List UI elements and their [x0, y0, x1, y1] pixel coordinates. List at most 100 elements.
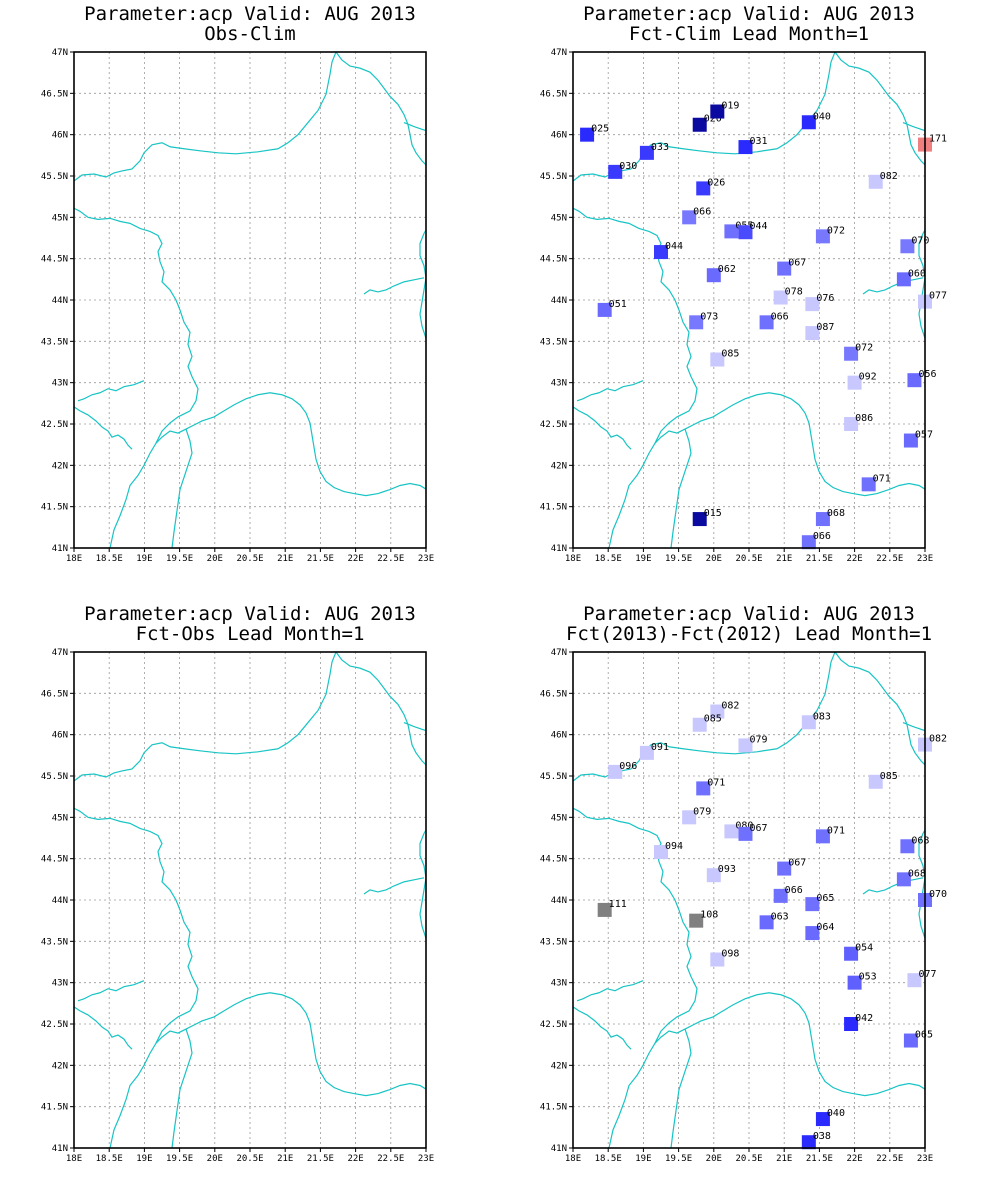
lat-tick-label: 46N — [551, 131, 567, 141]
station-marker — [896, 872, 911, 887]
lon-tick-label: 23E — [418, 1154, 434, 1164]
station-marker — [692, 117, 707, 132]
station-value-label: 063 — [771, 911, 789, 922]
station-value-label: 066 — [813, 531, 831, 542]
lat-tick-label: 46.5N — [41, 689, 68, 699]
station-marker — [844, 417, 859, 431]
lat-tick-label: 43N — [52, 979, 68, 989]
lon-tick-label: 19.5E — [166, 554, 193, 564]
lat-tick-label: 41N — [551, 544, 567, 554]
station-marker — [844, 946, 859, 961]
station-marker — [847, 975, 862, 990]
station-value-label: 072 — [855, 343, 873, 354]
station-marker — [844, 1017, 859, 1031]
panel-subtitle: Fct(2013)-Fct(2012) Lead Month=1 — [566, 623, 932, 645]
panel-subtitle: Fct-Clim Lead Month=1 — [629, 23, 869, 45]
station-marker — [682, 210, 697, 225]
station-marker — [689, 913, 704, 928]
station-value-label: 030 — [619, 161, 637, 172]
station-value-label: 072 — [827, 225, 845, 236]
station-value-label: 087 — [816, 322, 834, 333]
lon-tick-label: 18E — [66, 1154, 82, 1164]
station-marker — [805, 897, 820, 912]
station-marker — [801, 1135, 816, 1150]
lat-tick-label: 45N — [551, 813, 567, 823]
station-value-label: 083 — [813, 711, 831, 722]
station-value-label: 079 — [693, 806, 711, 817]
station-marker — [759, 315, 774, 330]
lon-tick-label: 19.5E — [166, 1154, 193, 1164]
lon-tick-label: 19E — [635, 554, 651, 564]
lat-tick-label: 44N — [551, 296, 567, 306]
station-marker — [696, 181, 711, 196]
lon-tick-label: 20E — [207, 1154, 223, 1164]
station-value-label: 077 — [929, 291, 947, 302]
station-marker — [597, 302, 612, 317]
map-grid — [573, 652, 925, 1148]
station-value-label: 053 — [859, 972, 877, 983]
lat-tick-label: 44.5N — [41, 255, 68, 265]
station-value-label: 026 — [707, 177, 725, 188]
station-value-label: 044 — [665, 241, 683, 252]
station-marker — [861, 477, 876, 492]
station-value-label: 091 — [651, 742, 669, 753]
station-value-label: 096 — [619, 761, 637, 772]
station-value-label: 066 — [693, 206, 711, 217]
station-marker — [710, 104, 725, 119]
panel-title: Parameter:acp Valid: AUG 2013 — [583, 3, 915, 25]
station-value-label: 060 — [908, 268, 926, 279]
lon-tick-label: 19E — [635, 1154, 651, 1164]
lon-tick-label: 18.5E — [96, 554, 123, 564]
station-marker — [896, 272, 911, 287]
lon-tick-label: 19E — [136, 554, 152, 564]
station-marker — [639, 745, 654, 760]
lat-tick-label: 43.5N — [41, 337, 68, 347]
station-value-label: 070 — [929, 889, 947, 900]
map-axes: 18E 18.5E 19E 19.5E 20E 20.5E 21E 21.5E 22E 22.5E… — [540, 648, 933, 1164]
lat-tick-label: 43.5N — [41, 937, 68, 947]
lon-tick-label: 22.5E — [377, 1154, 404, 1164]
lat-tick-label: 42N — [551, 461, 567, 471]
map-axes: 18E 18.5E 19E 19.5E 20E 20.5E 21E 21.5E 22E 22.5E… — [41, 48, 434, 564]
lat-tick-label: 47N — [52, 48, 68, 58]
lon-tick-label: 21.5E — [806, 554, 833, 564]
station-value-label: 064 — [816, 922, 834, 933]
lat-tick-label: 44N — [52, 896, 68, 906]
station-value-label: 098 — [721, 949, 739, 960]
station-marker — [903, 433, 918, 448]
lon-tick-label: 18E — [565, 554, 581, 564]
lon-tick-label: 21.5E — [806, 1154, 833, 1164]
station-marker — [639, 145, 654, 160]
lat-tick-label: 45.5N — [41, 172, 68, 182]
station-value-label: 019 — [721, 101, 739, 112]
lat-tick-label: 43.5N — [540, 337, 567, 347]
station-value-label: 020 — [704, 114, 722, 125]
lat-tick-label: 46N — [52, 131, 68, 141]
lon-tick-label: 22E — [846, 554, 862, 564]
station-marker — [815, 229, 830, 244]
lat-tick-label: 46.5N — [41, 89, 68, 99]
station-value-label: 025 — [591, 124, 609, 135]
station-marker — [710, 352, 725, 367]
station-value-label: 171 — [929, 134, 947, 145]
station-value-label: 054 — [855, 943, 873, 954]
lon-tick-label: 22.5E — [876, 1154, 903, 1164]
lat-tick-label: 42N — [52, 461, 68, 471]
station-value-label: 085 — [721, 349, 739, 360]
panel-subtitle: Obs-Clim — [204, 23, 296, 45]
lat-tick-label: 43N — [52, 379, 68, 389]
lat-tick-label: 44N — [551, 896, 567, 906]
lon-tick-label: 21.5E — [307, 554, 334, 564]
lat-tick-label: 47N — [52, 648, 68, 658]
lat-tick-label: 44N — [52, 296, 68, 306]
station-value-label: 079 — [749, 734, 767, 745]
station-marker — [907, 373, 922, 388]
lon-tick-label: 21.5E — [307, 1154, 334, 1164]
map-grid — [74, 652, 426, 1148]
lon-tick-label: 21E — [277, 1154, 293, 1164]
station-value-label: 067 — [749, 823, 767, 834]
panel-title: Parameter:acp Valid: AUG 2013 — [84, 603, 416, 625]
station-value-label: 067 — [788, 258, 806, 269]
station-value-label: 082 — [880, 171, 898, 182]
station-value-label: 031 — [749, 136, 767, 147]
